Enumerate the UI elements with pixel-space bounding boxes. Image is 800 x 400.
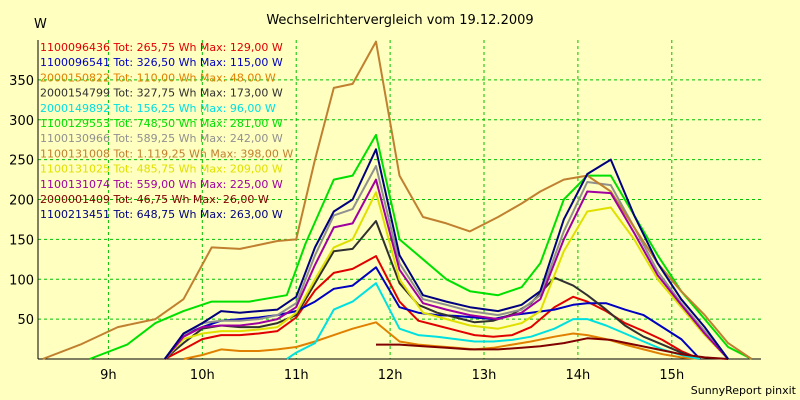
legend-entry: 2000149892 Tot: 156,25 Wh Max: 96,00 W bbox=[40, 102, 276, 115]
chart-title: Wechselrichtervergleich vom 19.12.2009 bbox=[266, 13, 533, 28]
legend-entry: 2000001409 Tot: 46,75 Wh Max: 26,00 W bbox=[40, 193, 269, 206]
series-line-3 bbox=[164, 220, 701, 360]
x-tick-label: 14h bbox=[566, 368, 591, 383]
x-tick-label: 9h bbox=[100, 368, 117, 383]
legend-entry: 1100096436 Tot: 265,75 Wh Max: 129,00 W bbox=[40, 41, 283, 54]
y-tick-label: 250 bbox=[9, 154, 34, 169]
x-tick-label: 10h bbox=[190, 368, 215, 383]
legend-entry: 1100096541 Tot: 326,50 Wh Max: 115,00 W bbox=[40, 56, 283, 69]
y-tick-label: 200 bbox=[9, 194, 34, 209]
y-axis-label: W bbox=[34, 17, 47, 32]
legend-entry: 1100131008 Tot: 1.119,25 Wh Max: 398,00 … bbox=[40, 147, 293, 160]
legend-entry: 2000154799 Tot: 327,75 Wh Max: 173,00 W bbox=[40, 87, 283, 100]
series-line-5 bbox=[89, 133, 753, 360]
y-tick-label: 50 bbox=[17, 313, 34, 328]
series-line-4 bbox=[286, 282, 701, 360]
legend-entry: 1100131025 Tot: 485,75 Wh Max: 209,00 W bbox=[40, 163, 283, 176]
series-line-7 bbox=[42, 40, 753, 360]
legend-entry: 2000150822 Tot: 110,00 Wh Max: 48,00 W bbox=[40, 71, 276, 84]
y-tick-label: 350 bbox=[9, 74, 34, 89]
series-line-10 bbox=[376, 337, 729, 360]
y-tick-label: 150 bbox=[9, 233, 34, 248]
footer-credit: SunnyReport pinxit bbox=[691, 384, 797, 397]
series-line-6 bbox=[164, 165, 729, 360]
legend: 1100096436 Tot: 265,75 Wh Max: 129,00 W 1… bbox=[40, 41, 293, 221]
x-tick-label: 11h bbox=[284, 368, 309, 383]
x-tick-label: 12h bbox=[378, 368, 403, 383]
series-layer bbox=[42, 40, 753, 360]
y-tick-label: 100 bbox=[9, 273, 34, 288]
series-line-11 bbox=[163, 148, 729, 360]
legend-entry: 1100213451 Tot: 648,75 Wh Max: 263,00 W bbox=[40, 208, 283, 221]
series-line-8 bbox=[164, 191, 729, 360]
series-line-1 bbox=[164, 266, 701, 360]
legend-entry: 1100131074 Tot: 559,00 Wh Max: 225,00 W bbox=[40, 178, 283, 191]
series-line-9 bbox=[164, 178, 729, 360]
x-tick-label: 15h bbox=[659, 368, 684, 383]
legend-entry: 1100129553 Tot: 748,50 Wh Max: 281,00 W bbox=[40, 117, 283, 130]
y-tick-label: 300 bbox=[9, 114, 34, 129]
axes-layer: 50 100 150 200 250 300 350 9h 10h 11h 12h 13h 14h 15h bbox=[9, 40, 761, 383]
x-tick-label: 13h bbox=[472, 368, 497, 383]
legend-entry: 1100130966 Tot: 589,25 Wh Max: 242,00 W bbox=[40, 132, 283, 145]
